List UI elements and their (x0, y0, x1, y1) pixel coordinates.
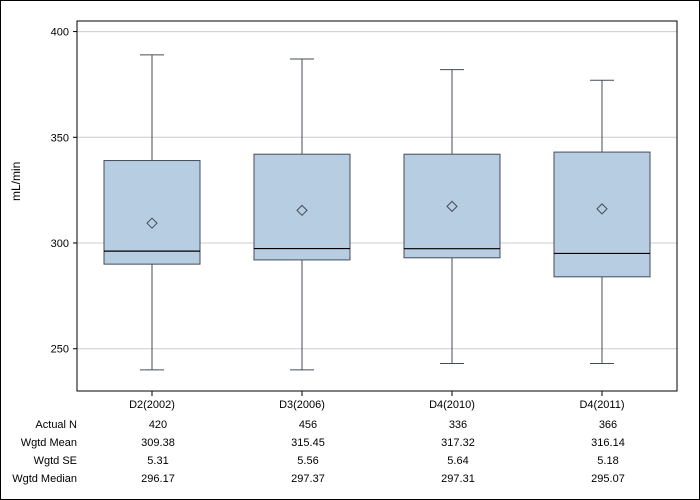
y-tick-label: 400 (51, 27, 69, 39)
x-tick-label: D3(2006) (279, 399, 325, 411)
summary-stats-table: Actual N420456336366Wgtd Mean309.38315.4… (1, 416, 700, 488)
boxplot-svg: 250 300 350 400 D2(2002) D3(2006) D4(2010) D4(2… (1, 1, 700, 416)
stats-cell: 309.38 (83, 437, 233, 449)
stats-cell: 420 (83, 419, 233, 431)
stats-label: Wgtd Mean (1, 437, 83, 449)
stats-cell: 317.32 (383, 437, 533, 449)
stats-row: Wgtd Mean309.38315.45317.32316.14 (1, 434, 700, 452)
stats-cell: 315.45 (233, 437, 383, 449)
stats-cell: 456 (233, 419, 383, 431)
stats-cell: 296.17 (83, 473, 233, 485)
y-tick-label: 350 (51, 132, 69, 144)
stats-row: Actual N420456336366 (1, 416, 700, 434)
stats-cell: 297.31 (383, 473, 533, 485)
y-tick-label: 300 (51, 238, 69, 250)
stats-cell: 336 (383, 419, 533, 431)
box (104, 161, 200, 265)
stats-cell: 366 (533, 419, 683, 431)
chart-container: { "chart": { "type": "boxplot", "ylabel"… (0, 0, 700, 500)
stats-row: Wgtd Median296.17297.37297.31295.07 (1, 470, 700, 488)
x-tick-label: D4(2010) (429, 399, 475, 411)
stats-cell: 5.56 (233, 455, 383, 467)
stats-label: Wgtd SE (1, 455, 83, 467)
stats-row: Wgtd SE5.315.565.645.18 (1, 452, 700, 470)
stats-cell: 5.31 (83, 455, 233, 467)
stats-cell: 297.37 (233, 473, 383, 485)
y-axis-label: mL/min (9, 162, 23, 201)
box (254, 154, 350, 260)
box (404, 154, 500, 258)
stats-cell: 5.64 (383, 455, 533, 467)
stats-label: Actual N (1, 419, 83, 431)
x-tick-label: D2(2002) (129, 399, 175, 411)
stats-label: Wgtd Median (1, 473, 83, 485)
y-tick-label: 250 (51, 344, 69, 356)
x-tick-label: D4(2011) (579, 399, 624, 411)
stats-cell: 5.18 (533, 455, 683, 467)
stats-cell: 316.14 (533, 437, 683, 449)
stats-cell: 295.07 (533, 473, 683, 485)
